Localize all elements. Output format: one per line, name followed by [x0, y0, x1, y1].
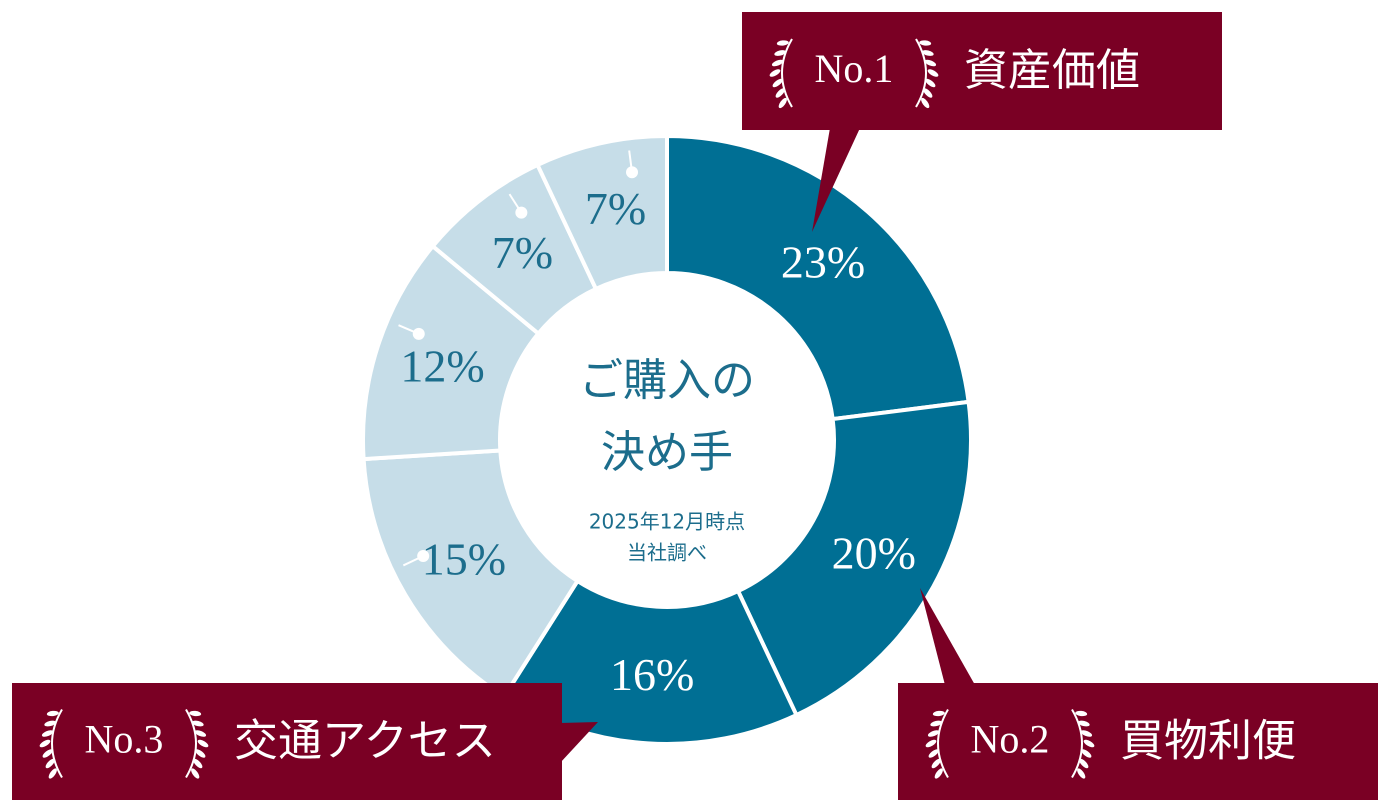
laurel-stem — [51, 708, 63, 779]
laurel-leaf — [195, 749, 206, 758]
note: 当社調べ — [627, 541, 707, 565]
laurel-leaf — [930, 720, 943, 727]
laurel-leaf — [924, 59, 937, 67]
value-label: 20% — [832, 527, 916, 578]
value-label: 23% — [781, 237, 865, 288]
segment — [735, 399, 973, 718]
leader-dot — [417, 549, 430, 562]
laurel-leaf — [776, 40, 789, 46]
callout-box — [898, 683, 1378, 800]
laurel-leaf — [46, 710, 59, 717]
laurel — [185, 708, 209, 779]
laurel-leaf — [1077, 720, 1090, 727]
laurel-leaf — [1083, 739, 1095, 748]
laurel-leaf — [41, 730, 54, 737]
laurel — [915, 38, 939, 109]
laurel — [1071, 708, 1095, 779]
laurel-leaf — [1077, 768, 1086, 779]
value-label: 12% — [400, 341, 484, 392]
note: 2025年12月時点 — [589, 510, 745, 534]
laurel-leaf — [772, 78, 783, 88]
laurel-stem — [1071, 708, 1083, 779]
laurel-leaf — [927, 69, 939, 77]
laurel-leaf — [45, 758, 55, 769]
value-label: 16% — [610, 649, 694, 700]
laurel-leaf — [923, 88, 933, 98]
leader-dot — [412, 327, 425, 340]
laurel-stem — [915, 38, 927, 108]
laurel-leaf — [197, 739, 209, 748]
laurel-leaf — [44, 720, 57, 727]
laurel-leaf — [774, 50, 787, 56]
donut — [361, 133, 973, 746]
laurel-leaf — [921, 97, 930, 109]
callout-pointer — [560, 722, 598, 763]
laurel-leaf — [775, 88, 785, 98]
laurel-leaf — [191, 720, 204, 727]
rank-label: No.3 — [85, 717, 164, 762]
segment — [665, 133, 971, 422]
laurel-leaf — [191, 768, 200, 779]
laurel-stem — [937, 708, 949, 779]
laurel-leaf — [771, 59, 784, 67]
laurel-leaf — [42, 749, 53, 758]
callout-pointer — [812, 128, 860, 232]
laurel-leaf — [927, 730, 940, 737]
leader-dot — [515, 206, 528, 219]
laurel-leaf — [48, 768, 57, 779]
laurel — [769, 38, 793, 109]
value-label: 7% — [492, 227, 553, 278]
laurel-leaf — [769, 69, 781, 77]
category-label: 買物利便 — [1120, 716, 1296, 767]
laurel-leaf — [193, 758, 203, 769]
rank-label: No.1 — [815, 46, 894, 91]
laurel-leaf — [1081, 749, 1092, 758]
laurel — [925, 708, 949, 779]
laurel-leaf — [934, 768, 943, 779]
value-label: 15% — [422, 534, 506, 585]
laurel — [39, 708, 63, 779]
center-title: 決め手 — [601, 427, 733, 478]
segment — [361, 448, 581, 700]
laurel-leaf — [1079, 758, 1089, 769]
laurel-leaf — [925, 78, 936, 88]
laurel-leaf — [778, 97, 787, 109]
laurel-leaf — [1080, 730, 1093, 737]
laurel-leaf — [189, 710, 202, 717]
laurel-leaf — [194, 730, 207, 737]
laurel-leaf — [928, 749, 939, 758]
laurel-stem — [781, 38, 793, 108]
laurel-leaf — [932, 710, 945, 717]
leader-dot — [626, 166, 639, 179]
laurel-leaf — [925, 739, 937, 748]
callout-box — [742, 12, 1222, 130]
value-label: 7% — [585, 183, 646, 234]
center-title: ご購入の — [579, 355, 755, 406]
rank-label: No.2 — [971, 717, 1050, 762]
laurel-leaf — [39, 739, 51, 748]
category-label: 交通アクセス — [234, 716, 496, 767]
callout-pointer — [920, 588, 975, 685]
laurel-leaf — [1075, 710, 1088, 717]
laurel-leaf — [921, 50, 934, 56]
laurel-leaf — [919, 40, 932, 46]
laurel-leaf — [931, 758, 941, 769]
laurel-stem — [185, 708, 197, 779]
callout-box — [12, 683, 562, 800]
category-label: 資産価値 — [964, 45, 1140, 96]
